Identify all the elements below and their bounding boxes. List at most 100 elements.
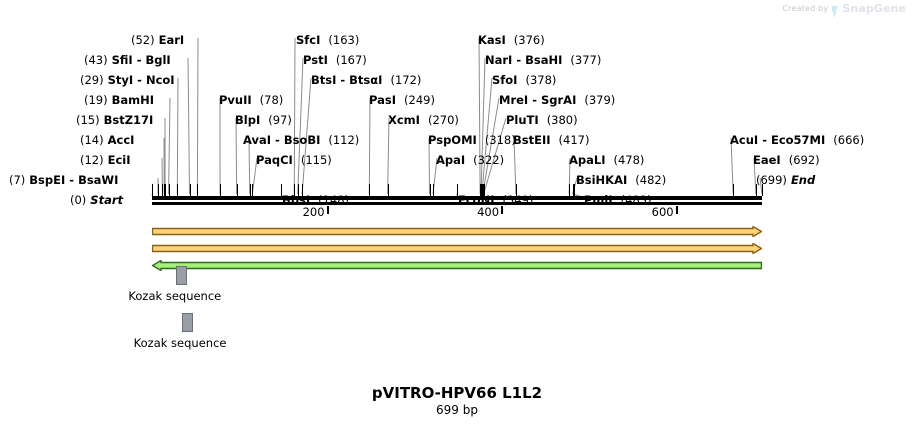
cut-site-tick[interactable]: [302, 184, 304, 196]
enzyme-label-mrei-sgrai[interactable]: MreI - SgrAI (379): [499, 94, 615, 106]
enzyme-name: Eco57MI: [770, 133, 826, 147]
enzyme-label-bstz17i[interactable]: (15) BstZ17I: [76, 114, 153, 126]
enzyme-name-separator: -: [133, 73, 146, 87]
cut-site-tick[interactable]: [481, 184, 483, 196]
cut-site-tick[interactable]: [733, 184, 735, 196]
cut-site-tick[interactable]: [189, 184, 191, 196]
map-title: pVITRO-HPV66 L1L2: [371, 384, 543, 402]
enzyme-position: (43): [84, 53, 108, 67]
cut-site-tick[interactable]: [762, 184, 763, 196]
cut-site-tick[interactable]: [249, 184, 251, 196]
cut-site-tick[interactable]: [573, 184, 575, 196]
enzyme-label-btsi-btsαi[interactable]: BtsI - BtsαI (172): [311, 74, 421, 86]
enzyme-position: (112): [328, 133, 360, 147]
cut-site-tick[interactable]: [252, 184, 254, 196]
cut-site-tick[interactable]: [480, 184, 482, 196]
enzyme-label-eari[interactable]: (52) EarI: [131, 34, 184, 46]
enzyme-label-kasi[interactable]: KasI (376): [478, 34, 545, 46]
cut-site-tick[interactable]: [369, 184, 371, 196]
enzyme-position: (97): [268, 113, 292, 127]
enzyme-label-blpi[interactable]: BlpI (97): [235, 114, 292, 126]
cut-site-tick[interactable]: [164, 184, 166, 196]
enzyme-name: SfiI: [111, 53, 133, 67]
cut-site-tick[interactable]: [297, 184, 299, 196]
enzyme-label-start[interactable]: (0) Start: [70, 194, 123, 206]
cut-site-tick[interactable]: [152, 184, 153, 196]
cut-site-tick[interactable]: [294, 184, 296, 196]
enzyme-label-pasi[interactable]: PasI (249): [369, 94, 435, 106]
cut-site-tick[interactable]: [755, 184, 757, 196]
cut-site-tick[interactable]: [480, 184, 482, 196]
enzyme-label-bamhi[interactable]: (19) BamHI: [84, 94, 154, 106]
enzyme-name: BtsI: [311, 73, 337, 87]
enzyme-position: (380): [546, 113, 578, 127]
cut-site-tick[interactable]: [197, 184, 199, 196]
enzyme-label-acci[interactable]: (14) AccI: [80, 134, 134, 146]
kozak-1-label: Kozak sequence: [128, 289, 222, 303]
cut-site-tick[interactable]: [168, 184, 170, 196]
orf-arrow-1[interactable]: [151, 222, 763, 238]
enzyme-label-sfii-bgli[interactable]: (43) SfiI - BglI: [84, 54, 171, 66]
enzyme-name: SfcI: [296, 33, 321, 47]
kozak-2-label: Kozak sequence: [133, 336, 227, 350]
cut-site-tick[interactable]: [162, 184, 164, 196]
enzyme-label-nari-bsahi[interactable]: NarI - BsaHI (377): [485, 54, 601, 66]
cut-site-tick[interactable]: [515, 184, 517, 196]
enzyme-label-pspomi[interactable]: PspOMI (318): [428, 134, 516, 146]
cut-site-tick[interactable]: [569, 184, 571, 196]
enzyme-label-end[interactable]: (699) End: [756, 174, 815, 186]
cut-site-tick[interactable]: [429, 184, 431, 196]
cut-site-tick[interactable]: [387, 184, 389, 196]
cut-site-tick[interactable]: [482, 184, 484, 196]
enzyme-name: StyI: [107, 73, 134, 87]
orf-arrow-3[interactable]: [151, 256, 763, 272]
enzyme-label-bspei-bsawi[interactable]: (7) BspEI - BsaWI: [9, 174, 118, 186]
enzyme-name: EciI: [107, 153, 131, 167]
enzyme-label-bsihkai[interactable]: BsiHKAI (482): [576, 174, 666, 186]
enzyme-label-styi-ncoi[interactable]: (29) StyI - NcoI: [80, 74, 175, 86]
enzyme-position: (379): [584, 93, 616, 107]
enzyme-name: BlpI: [235, 113, 261, 127]
kozak-2[interactable]: [181, 313, 193, 332]
cut-site-tick[interactable]: [236, 184, 238, 196]
leader-line: [235, 117, 238, 195]
ruler-tick-400: [501, 206, 504, 214]
enzyme-name: AcuI: [730, 133, 759, 147]
enzyme-label-xcmi[interactable]: XcmI (270): [388, 114, 459, 126]
enzyme-label-apai[interactable]: ApaI (322): [436, 154, 504, 166]
enzyme-label-eaei[interactable]: EaeI (692): [753, 154, 820, 166]
leader-line: [176, 77, 179, 195]
cut-site-tick[interactable]: [433, 184, 434, 196]
enzyme-position: (0): [70, 193, 87, 207]
snapgene-logo-icon: [831, 3, 839, 18]
enzyme-label-acui-eco57mi[interactable]: AcuI - Eco57MI (666): [730, 134, 864, 146]
enzyme-label-psti[interactable]: PstI (167): [303, 54, 367, 66]
enzyme-label-avai-bsobi[interactable]: AvaI - BsoBI (112): [243, 134, 359, 146]
enzyme-label-sfoi[interactable]: SfoI (378): [492, 74, 556, 86]
enzyme-label-pvuii[interactable]: PvuII (78): [219, 94, 283, 106]
enzyme-label-ecii[interactable]: (12) EciI: [80, 154, 131, 166]
enzyme-position: (249): [404, 93, 435, 107]
cut-site-tick[interactable]: [220, 184, 222, 196]
enzyme-name: PstI: [303, 53, 328, 67]
enzyme-name: BtsαI: [349, 73, 383, 87]
cut-site-tick[interactable]: [177, 184, 179, 196]
cut-site-tick[interactable]: [483, 184, 485, 196]
enzyme-label-paqci[interactable]: PaqCI (115): [256, 154, 332, 166]
orf-arrow-2[interactable]: [151, 239, 763, 255]
cut-site-tick[interactable]: [158, 184, 160, 196]
kozak-1[interactable]: [176, 266, 188, 285]
leader-line: [480, 57, 486, 195]
enzyme-position: (14): [80, 133, 104, 147]
cut-site-tick[interactable]: [165, 184, 167, 196]
cut-site-tick[interactable]: [281, 184, 283, 196]
enzyme-label-pluti[interactable]: PluTI (380): [506, 114, 578, 126]
cut-site-tick[interactable]: [456, 184, 458, 196]
enzyme-name: XcmI: [388, 113, 420, 127]
enzyme-label-bsteii[interactable]: BstEII (417): [513, 134, 589, 146]
enzyme-label-apali[interactable]: ApaLI (478): [569, 154, 644, 166]
enzyme-name: BsaWI: [78, 173, 119, 187]
cut-site-tick[interactable]: [572, 184, 574, 196]
enzyme-label-sfci[interactable]: SfcI (163): [296, 34, 359, 46]
